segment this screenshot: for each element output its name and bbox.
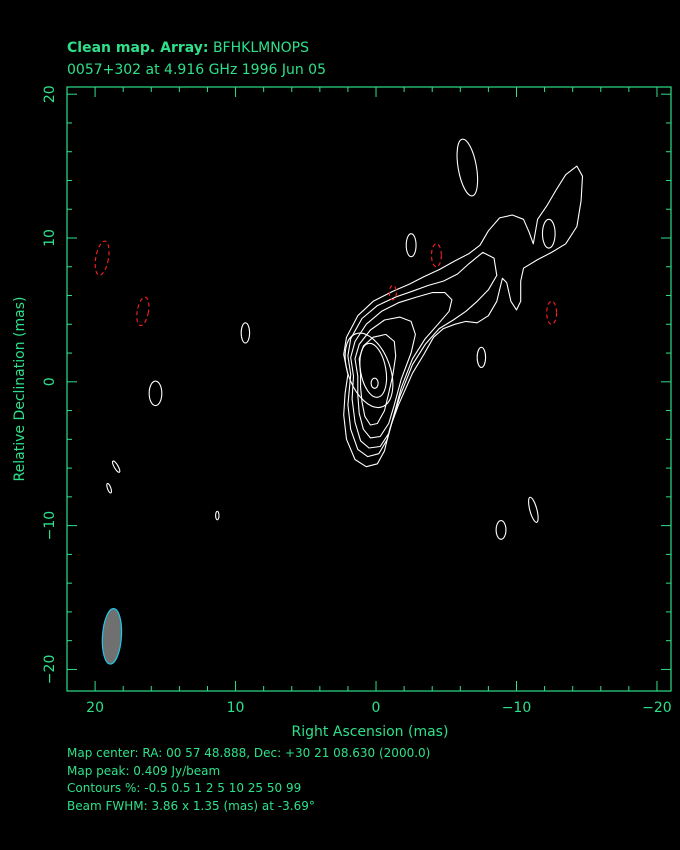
axis-ticks: 20 10 0 −10 −20 20 10 0 −10 −20 <box>42 85 672 716</box>
x-tick-label: −20 <box>642 700 672 716</box>
positive-contour-blob <box>148 380 163 407</box>
x-tick-label: 10 <box>227 700 245 716</box>
positive-contour-blob <box>240 322 251 344</box>
x-axis-label: Right Ascension (mas) <box>292 724 449 740</box>
y-tick-label: 20 <box>42 85 58 103</box>
beam-ellipse <box>101 608 123 665</box>
map-peak-info: Map peak: 0.409 Jy/beam <box>67 764 220 778</box>
positive-contour-blob <box>215 510 220 521</box>
y-tick-label: −10 <box>42 511 58 541</box>
positive-contour-blob <box>528 496 539 523</box>
jet-contour <box>343 165 584 468</box>
negative-contour-blob <box>430 243 442 268</box>
map-center-info: Map center: RA: 00 57 48.888, Dec: +30 2… <box>67 746 430 760</box>
negative-contour-blob <box>136 296 150 327</box>
y-tick-label: 0 <box>42 377 58 386</box>
core-contour <box>359 342 388 398</box>
map-title-bold: Clean map. Array: <box>67 40 209 56</box>
y-tick-label: 10 <box>42 229 58 247</box>
map-title-line1: Clean map. Array: BFHKLMNOPS <box>67 40 309 56</box>
jet-contour <box>354 316 416 439</box>
positive-contour-blob <box>541 218 556 249</box>
positive-contour-blob <box>476 346 487 368</box>
positive-contour-blob <box>111 460 121 473</box>
beam-info: Beam FWHM: 3.86 x 1.35 (mas) at -3.69° <box>67 799 315 813</box>
map-subtitle: 0057+302 at 4.916 GHz 1996 Jun 05 <box>67 62 326 78</box>
positive-contour-blob <box>106 482 113 494</box>
positive-contour-blob <box>495 520 507 540</box>
positive-contour-blob <box>405 233 417 258</box>
x-tick-label: −10 <box>502 700 532 716</box>
y-axis-label: Relative Declination (mas) <box>12 297 28 482</box>
beam-layer <box>101 608 123 665</box>
core-contour <box>344 332 394 409</box>
map-title-array: BFHKLMNOPS <box>209 40 310 56</box>
contour-layer <box>94 138 584 540</box>
plot-frame <box>66 86 672 692</box>
y-tick-label: −20 <box>42 655 58 685</box>
core-contour <box>370 377 379 389</box>
contours-info: Contours %: -0.5 0.5 1 2 5 10 25 50 99 <box>67 781 301 795</box>
jet-contour <box>350 292 453 449</box>
negative-contour-blob <box>546 300 558 325</box>
negative-contour-blob <box>94 240 110 276</box>
jet-contour <box>358 333 397 426</box>
x-tick-label: 0 <box>372 700 381 716</box>
jet-contour <box>347 251 498 458</box>
negative-contour-blob <box>388 284 397 301</box>
x-tick-label: 20 <box>86 700 104 716</box>
positive-contour-blob <box>456 138 479 197</box>
